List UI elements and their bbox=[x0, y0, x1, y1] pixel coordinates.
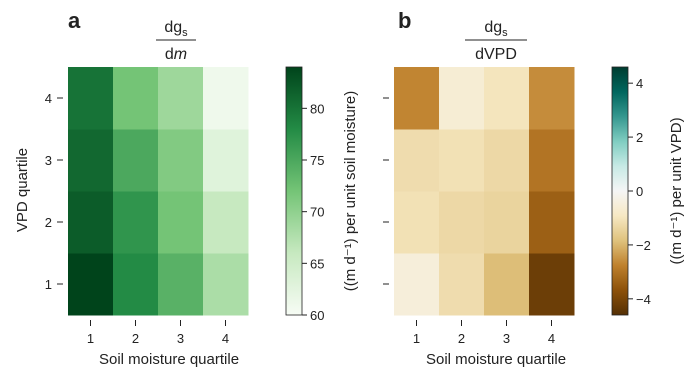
panel-b-cell-r4-c4 bbox=[529, 67, 575, 130]
panel-a-x-axis-label: Soil moisture quartile bbox=[99, 351, 239, 368]
panel-a-letter: a bbox=[68, 8, 81, 33]
panel-a-y-ticks: 1 2 3 4 bbox=[45, 91, 63, 292]
panel-b-cell-r2-c4 bbox=[529, 191, 575, 254]
panel-a-colorbar bbox=[285, 66, 303, 316]
panel-b-title-numerator: dgs bbox=[484, 19, 508, 39]
panel-b-colorbar-tick-label: 0 bbox=[636, 184, 643, 199]
panel-a-x-tick-label: 1 bbox=[87, 331, 94, 346]
panel-a-cell-r4-c2 bbox=[113, 67, 159, 130]
panel-b-cell-r2-c2 bbox=[439, 191, 485, 254]
panel-a-colorbar-label: ((m d⁻¹) per unit soil moisture) bbox=[342, 91, 359, 291]
panel-b-title: dgs dVPD bbox=[465, 19, 527, 63]
panel-b-title-denominator: dVPD bbox=[475, 46, 517, 63]
panel-a-cell-r3-c2 bbox=[113, 129, 159, 192]
panel-a-colorbar-tick-label: 70 bbox=[310, 205, 324, 220]
panel-b-colorbar-ticks: −4 −2 0 2 4 bbox=[628, 76, 651, 307]
panel-a-colorbar-tick-label: 65 bbox=[310, 256, 324, 271]
panel-b-colorbar-label: ((m d⁻¹) per unit VPD) bbox=[668, 117, 685, 264]
panel-b-x-tick-label: 4 bbox=[548, 331, 555, 346]
panel-b-colorbar-tick-label: 4 bbox=[636, 76, 643, 91]
panel-a-cell-r2-c4 bbox=[203, 191, 249, 254]
panel-b-colorbar bbox=[611, 66, 629, 316]
panel-a-y-tick-label: 1 bbox=[45, 277, 52, 292]
panel-b-cell-r3-c3 bbox=[484, 129, 530, 192]
panel-a-cell-r1-c1 bbox=[68, 253, 114, 316]
panel-a-colorbar-tick-label: 60 bbox=[310, 308, 324, 323]
panel-a-cell-r4-c1 bbox=[68, 67, 114, 130]
panel-a-cell-r4-c4 bbox=[203, 67, 249, 130]
panel-a-title-numerator: dgs bbox=[164, 19, 188, 39]
panel-b-cell-r3-c1 bbox=[394, 129, 440, 192]
panel-a-colorbar-tick-label: 80 bbox=[310, 101, 324, 116]
panel-a-y-tick-label: 3 bbox=[45, 153, 52, 168]
panel-b-cell-r4-c3 bbox=[484, 67, 530, 130]
panel-b-x-tick-label: 2 bbox=[458, 331, 465, 346]
panel-b: b dgs dVPD 1 2 3 4 Soil moisture quartile −… bbox=[383, 8, 685, 368]
panel-b-cells bbox=[394, 67, 575, 316]
panel-b-cell-r2-c3 bbox=[484, 191, 530, 254]
panel-b-x-axis-label: Soil moisture quartile bbox=[426, 351, 566, 368]
panel-b-cell-r3-c4 bbox=[529, 129, 575, 192]
panel-b-colorbar-tick-label: 2 bbox=[636, 130, 643, 145]
panel-b-cell-r1-c4 bbox=[529, 253, 575, 316]
panel-b-y-ticks bbox=[383, 97, 389, 285]
panel-a-y-tick-label: 2 bbox=[45, 215, 52, 230]
panel-b-letter: b bbox=[398, 8, 411, 33]
panel-b-cell-r1-c1 bbox=[394, 253, 440, 316]
panel-b-colorbar-tick-label: −4 bbox=[636, 292, 651, 307]
panel-a-x-ticks: 1 2 3 4 bbox=[87, 320, 229, 346]
panel-a-y-tick-label: 4 bbox=[45, 91, 52, 106]
panel-b-x-ticks: 1 2 3 4 bbox=[413, 320, 555, 346]
panel-a-cell-r2-c2 bbox=[113, 191, 159, 254]
panel-b-cell-r1-c2 bbox=[439, 253, 485, 316]
panel-b-cell-r2-c1 bbox=[394, 191, 440, 254]
panel-b-cell-r4-c2 bbox=[439, 67, 485, 130]
panel-a-cell-r2-c1 bbox=[68, 191, 114, 254]
panel-a-cell-r3-c3 bbox=[158, 129, 204, 192]
panel-a-cell-r3-c4 bbox=[203, 129, 249, 192]
panel-a-x-tick-label: 3 bbox=[177, 331, 184, 346]
panel-b-colorbar-tick-label: −2 bbox=[636, 238, 651, 253]
panel-a-cell-r1-c4 bbox=[203, 253, 249, 316]
panel-a-y-axis-label: VPD quartile bbox=[14, 148, 31, 232]
panel-a-cell-r1-c2 bbox=[113, 253, 159, 316]
panel-a-x-tick-label: 4 bbox=[222, 331, 229, 346]
panel-a-cell-r1-c3 bbox=[158, 253, 204, 316]
panel-a-cell-r3-c1 bbox=[68, 129, 114, 192]
panel-a-cell-r4-c3 bbox=[158, 67, 204, 130]
panel-a: a dgs dm 1 2 3 4 1 2 3 4 Soil moisture quartil… bbox=[14, 8, 359, 368]
panel-a-cells bbox=[68, 67, 249, 316]
panel-a-colorbar-ticks: 60 65 70 75 80 bbox=[302, 101, 324, 323]
panel-b-cell-r1-c3 bbox=[484, 253, 530, 316]
panel-b-cell-r3-c2 bbox=[439, 129, 485, 192]
panel-b-cell-r4-c1 bbox=[394, 67, 440, 130]
panel-b-x-tick-label: 1 bbox=[413, 331, 420, 346]
panel-b-x-tick-label: 3 bbox=[503, 331, 510, 346]
panel-a-cell-r2-c3 bbox=[158, 191, 204, 254]
panel-a-colorbar-tick-label: 75 bbox=[310, 153, 324, 168]
panel-a-x-tick-label: 2 bbox=[132, 331, 139, 346]
panel-a-title: dgs dm bbox=[156, 19, 196, 63]
panel-a-title-denominator: dm bbox=[165, 46, 187, 63]
